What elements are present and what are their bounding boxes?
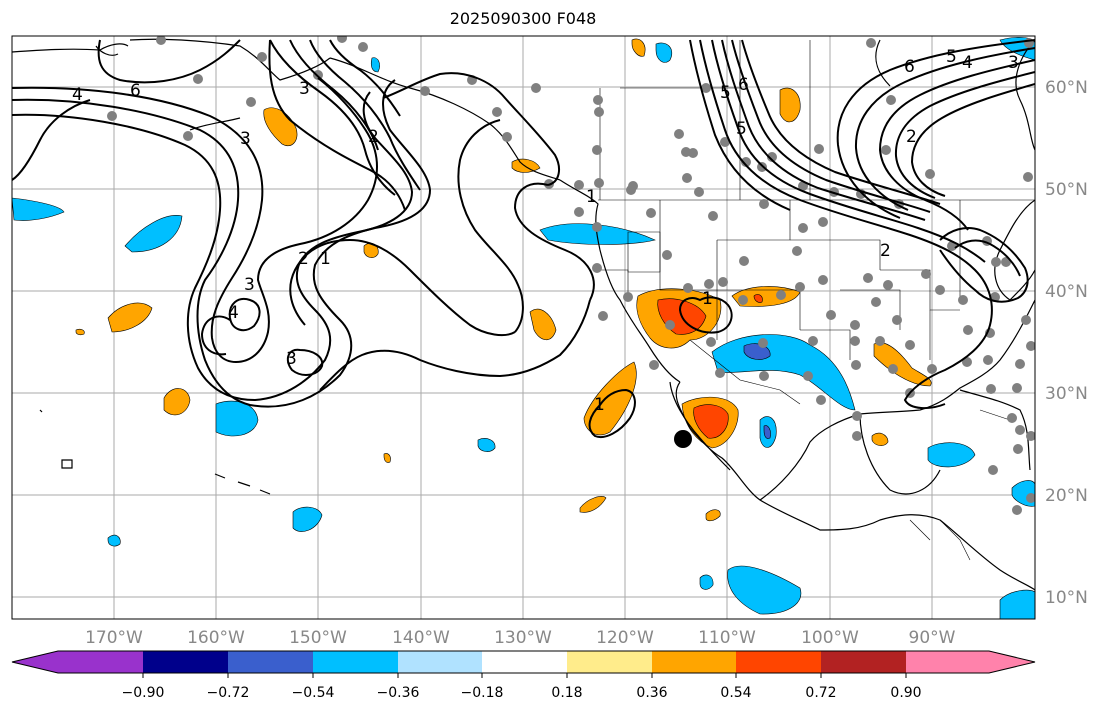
- contour-label: 5: [946, 47, 957, 67]
- map-title: 2025090300 F048: [449, 9, 597, 28]
- colorbar-ticks: [142, 673, 907, 678]
- latitude-labels: 60°N 50°N 40°N 30°N 20°N 10°N: [1045, 78, 1088, 608]
- lon-label: 100°W: [801, 628, 859, 648]
- colorbar-tick-label: −0.36: [377, 685, 420, 701]
- lat-label: 40°N: [1045, 282, 1088, 302]
- contour-label: 2: [368, 127, 379, 147]
- contour-label: 1: [320, 249, 331, 269]
- longitude-labels: 170°W 160°W 150°W 140°W 130°W 120°W 110°…: [85, 628, 956, 648]
- contour-label: 5: [736, 119, 747, 139]
- lon-label: 160°W: [187, 628, 245, 648]
- lon-label: 140°W: [392, 628, 450, 648]
- colorbar-segment: [736, 651, 821, 673]
- map-frame: [11, 35, 1036, 620]
- contour-label: 3: [240, 129, 251, 149]
- lat-label: 10°N: [1045, 588, 1088, 608]
- lon-label: 110°W: [698, 628, 756, 648]
- contour-labels: 4 6 3 2 1 3 4 3 2 1 1 1 6 5 3 5 6 2 2 5: [72, 47, 1019, 415]
- colorbar-segment: [143, 651, 228, 673]
- highlight-marker: [674, 430, 692, 448]
- contour-label: 2: [880, 241, 891, 261]
- contour-label: 3: [244, 275, 255, 295]
- colorbar: −0.90 −0.72 −0.54 −0.36 −0.18 0.18 0.36 …: [11, 650, 1036, 701]
- lat-label: 30°N: [1045, 384, 1088, 404]
- lon-label: 170°W: [85, 628, 143, 648]
- colorbar-outline: [11, 650, 1036, 674]
- colorbar-tick-label: 0.72: [805, 685, 836, 701]
- contour-label: 5: [720, 83, 731, 103]
- colorbar-segment: [58, 651, 143, 673]
- colorbar-tick-label: −0.90: [122, 685, 165, 701]
- colorbar-tick-label: 0.54: [720, 685, 751, 701]
- colorbar-segment: [989, 651, 1035, 673]
- map-panel: 4 6 3 2 1 3 4 3 2 1 1 1 6 5 3 5 6 2 2 5: [11, 35, 1036, 620]
- contour-lines: [12, 39, 1035, 438]
- colorbar-tick-label: 0.18: [551, 685, 582, 701]
- contour-label: 2: [906, 127, 917, 147]
- colorbar-segment: [398, 651, 482, 673]
- contour-label: 3: [1008, 53, 1019, 73]
- colorbar-segment: [482, 651, 567, 673]
- lat-label: 20°N: [1045, 486, 1088, 506]
- contour-label: 6: [738, 75, 749, 95]
- contour-label: 6: [130, 81, 141, 101]
- lon-label: 130°W: [494, 628, 552, 648]
- colorbar-tick-label: −0.72: [207, 685, 250, 701]
- lon-label: 90°W: [909, 628, 956, 648]
- station-dots: [107, 36, 1035, 515]
- colorbar-segment: [652, 651, 736, 673]
- colorbar-segment: [567, 651, 652, 673]
- colorbar-segment: [906, 651, 989, 673]
- colorbar-segment: [821, 651, 906, 673]
- lat-label: 60°N: [1045, 78, 1088, 98]
- colorbar-segment: [12, 651, 58, 673]
- colorbar-segment: [313, 651, 398, 673]
- contour-label: 3: [286, 349, 297, 369]
- political-boundaries: [598, 40, 1035, 561]
- contour-label: 4: [962, 53, 973, 73]
- contour-label: 3: [299, 79, 310, 99]
- lat-label: 50°N: [1045, 180, 1088, 200]
- contour-label: 6: [904, 57, 915, 77]
- lon-label: 150°W: [289, 628, 347, 648]
- colorbar-tick-label: 0.36: [636, 685, 667, 701]
- colorbar-tick-label: 0.90: [890, 685, 921, 701]
- lon-label: 120°W: [596, 628, 654, 648]
- coastlines: [12, 38, 1035, 591]
- colorbar-segment: [228, 651, 313, 673]
- contour-label: 2: [298, 249, 309, 269]
- contour-label: 1: [586, 187, 597, 207]
- contour-label: 1: [702, 289, 713, 309]
- contour-label: 4: [228, 303, 239, 323]
- colorbar-tick-label: −0.54: [292, 685, 335, 701]
- contour-label: 4: [72, 85, 83, 105]
- colorbar-tick-labels: −0.90 −0.72 −0.54 −0.36 −0.18 0.18 0.36 …: [122, 685, 922, 701]
- contour-label: 1: [594, 395, 605, 415]
- negative-shading: [12, 37, 1035, 619]
- colorbar-tick-label: −0.18: [461, 685, 504, 701]
